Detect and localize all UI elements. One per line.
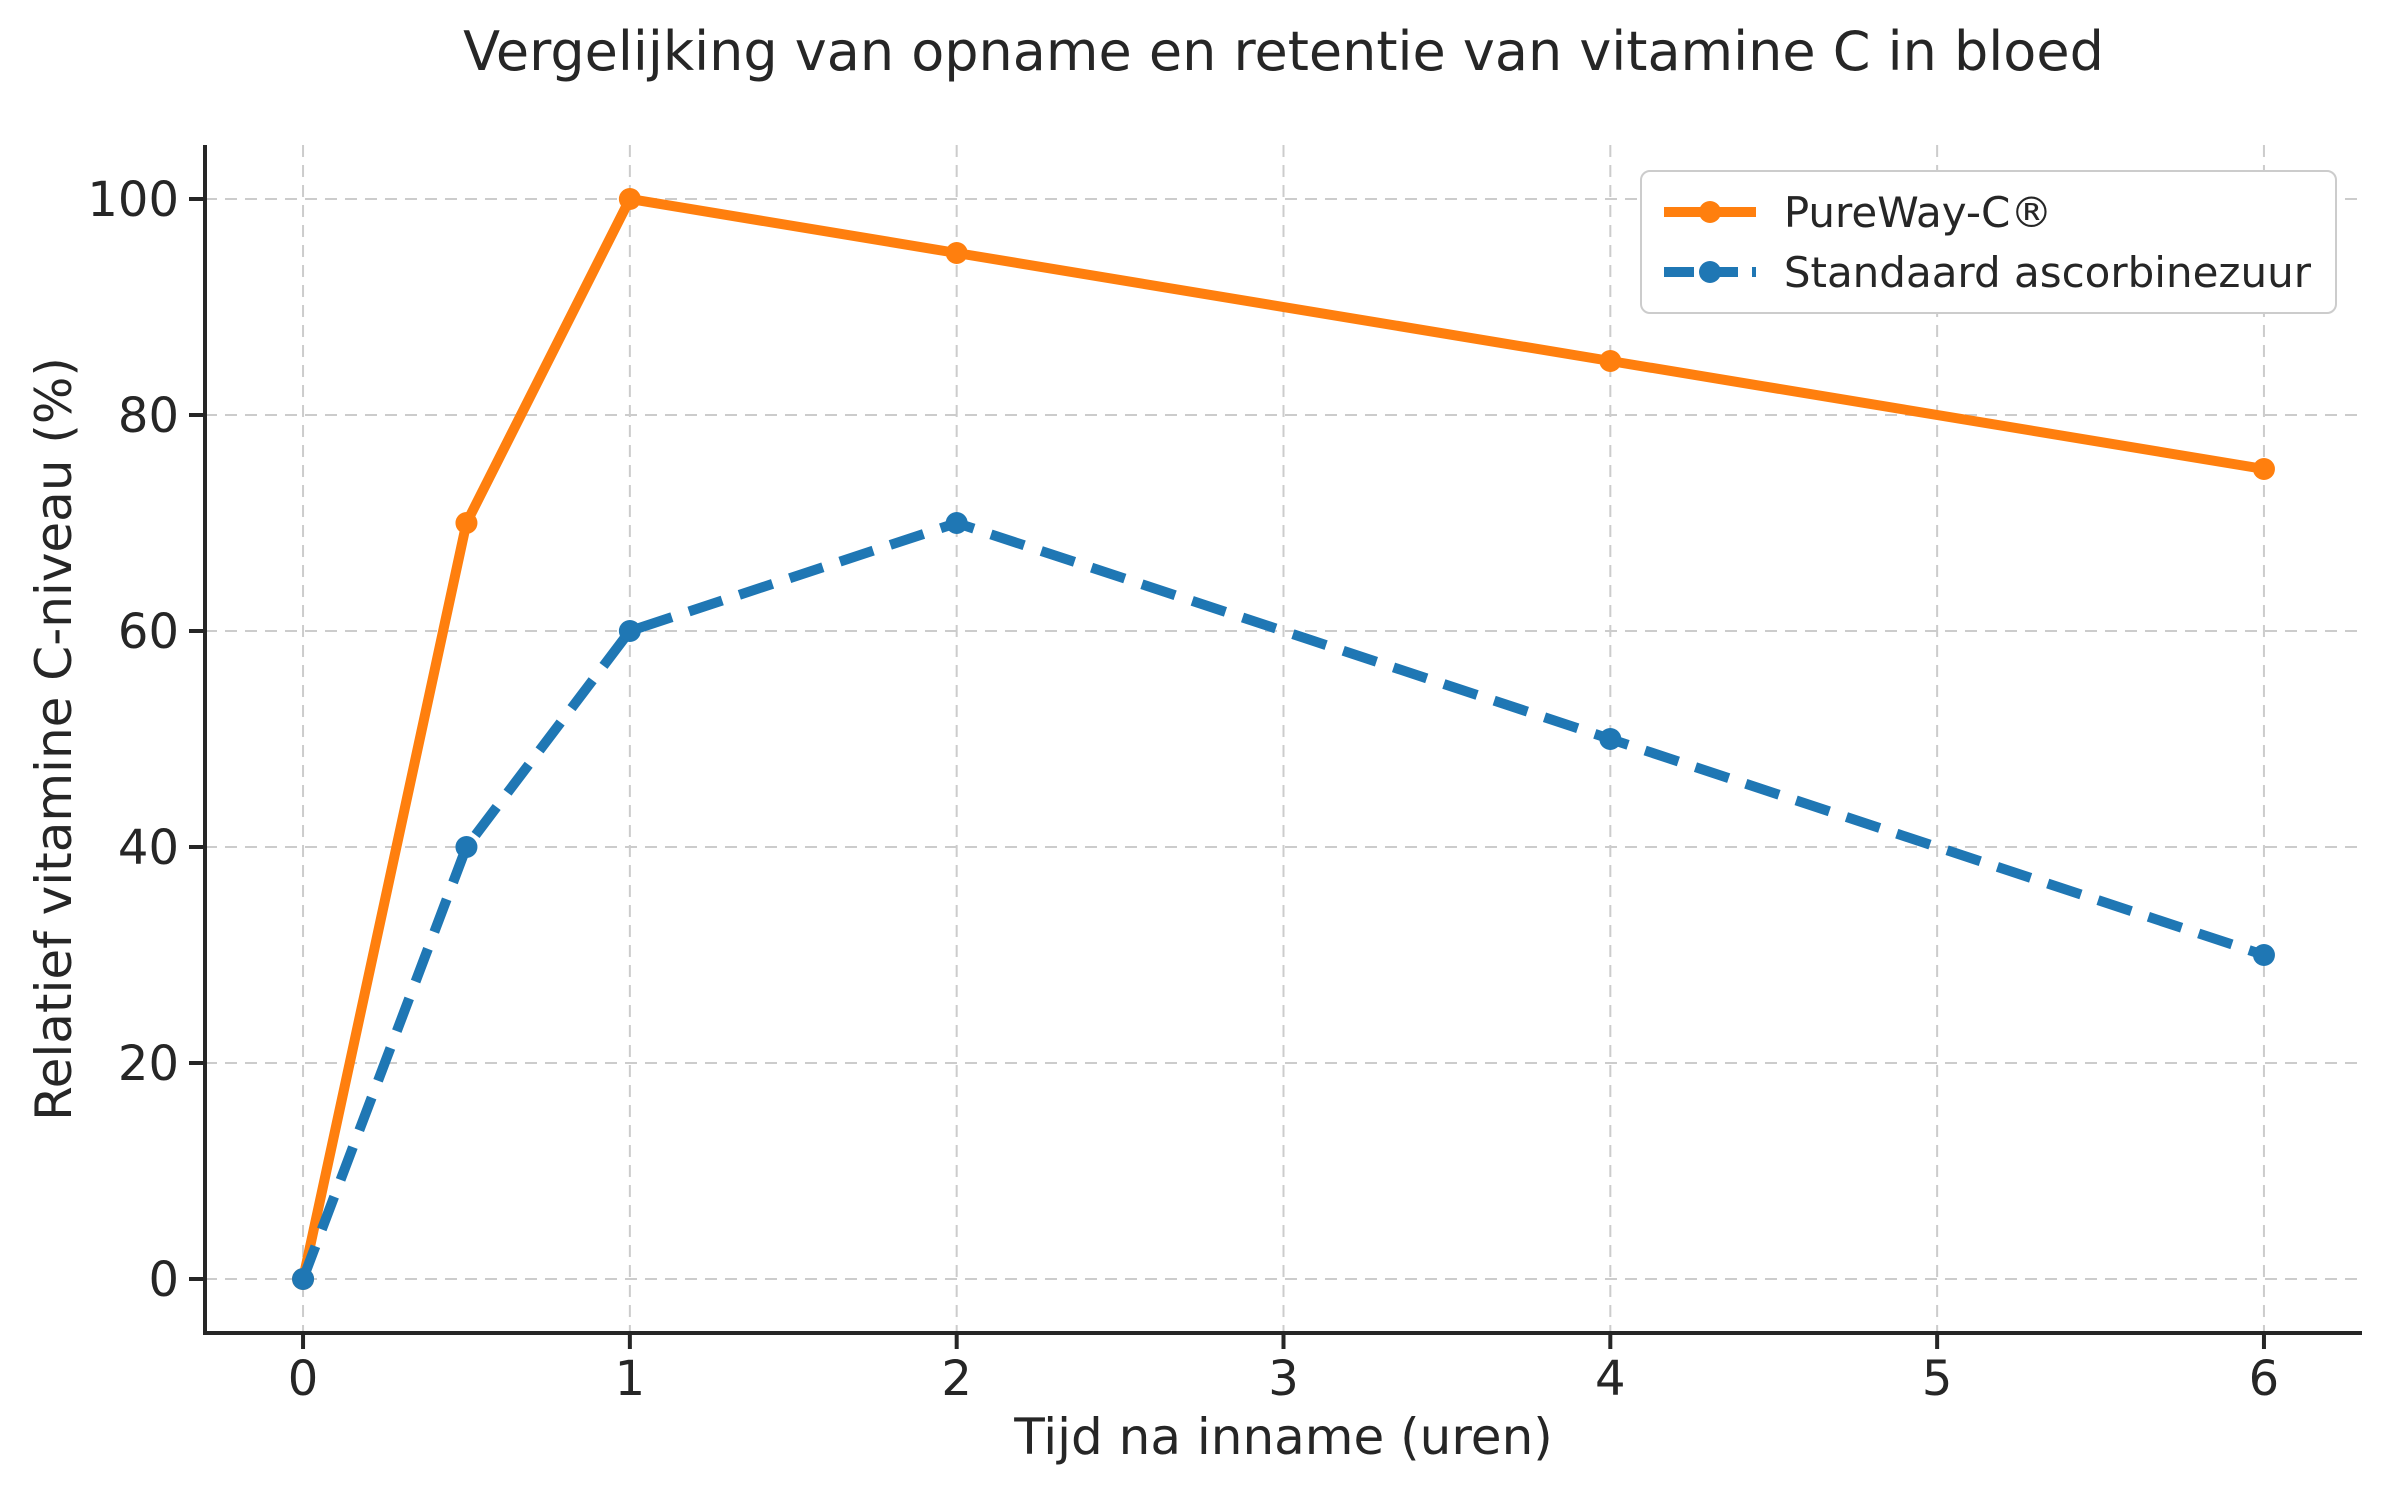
data-point-0 [2252,458,2275,480]
x-tick-label: 3 [1268,1351,1299,1407]
y-tick-label: 40 [118,820,179,876]
data-point-0 [1599,350,1622,372]
chart-title: Vergelijking van opname en retentie van … [463,20,2104,83]
legend-item-pureway: PureWay-C® [1662,186,2311,238]
data-point-0 [618,188,641,210]
x-tick-label: 0 [288,1351,319,1407]
y-tick-label: 0 [148,1252,179,1308]
legend: PureWay-C® Standaard ascorbinezuur [1639,170,2337,314]
x-tick-label: 6 [2249,1351,2280,1407]
data-point-1 [945,512,968,534]
legend-label-pureway: PureWay-C® [1783,187,2053,237]
y-tick-label: 80 [118,388,179,444]
data-point-0 [455,512,478,534]
y-axis-label: Relatief vitamine C-niveau (%) [25,357,83,1121]
x-tick-label: 4 [1595,1351,1626,1407]
series-line-0 [298,194,2265,1281]
data-point-0 [945,242,968,264]
x-tick-label: 2 [941,1351,972,1407]
data-point-1 [455,836,478,858]
x-tick-label: 5 [1922,1351,1953,1407]
legend-sample-marker [1698,201,1721,223]
data-point-1 [1599,728,1622,750]
legend-item-ascorbinezuur: Standaard ascorbinezuur [1662,246,2311,298]
y-tick-label: 20 [118,1036,179,1092]
legend-label-ascorbinezuur: Standaard ascorbinezuur [1783,247,2311,297]
data-point-1 [618,620,641,642]
legend-dashed-line-icon [1663,261,1756,283]
data-point-1 [292,1268,315,1290]
x-tick-label: 1 [615,1351,646,1407]
legend-sample-marker [1698,261,1721,283]
y-tick-label: 100 [87,172,179,228]
series-line-1 [298,518,2266,1281]
x-axis-label: Tijd na inname (uren) [1014,1408,1553,1466]
data-point-1 [2252,944,2275,966]
legend-solid-line-icon [1663,201,1756,223]
y-axis-label-container: Relatief vitamine C-niveau (%) [14,145,94,1333]
y-tick-label: 60 [118,604,179,660]
